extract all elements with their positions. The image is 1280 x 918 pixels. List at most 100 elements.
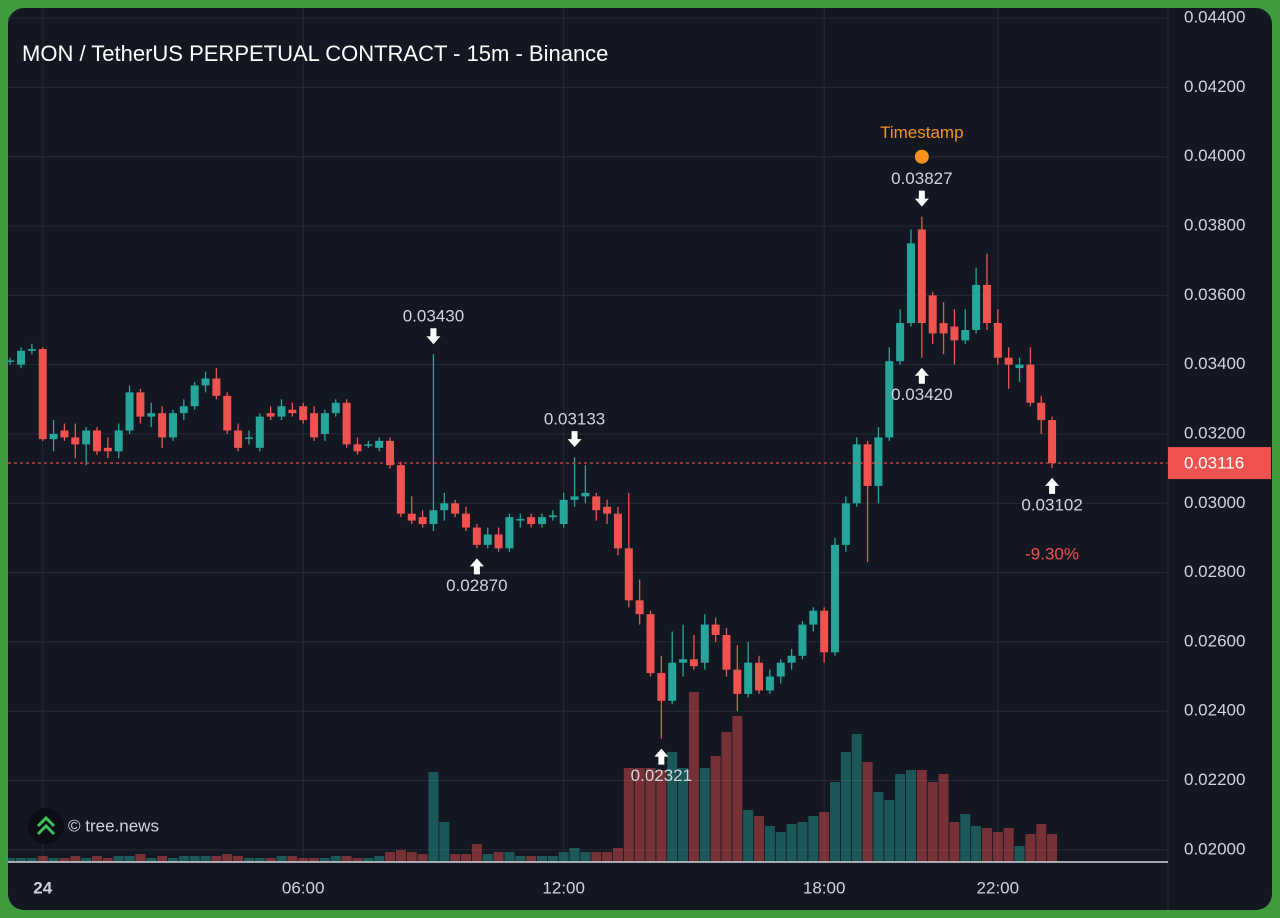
candle-body	[114, 430, 123, 452]
candle-body	[613, 513, 622, 549]
marker-label: Timestamp	[880, 123, 963, 142]
volume-bar	[884, 800, 895, 862]
candle-body	[310, 413, 319, 438]
volume-bar	[667, 752, 678, 862]
candle-body	[917, 229, 926, 324]
volume-bar	[493, 852, 504, 862]
volume-bar	[157, 856, 168, 862]
candle-body	[353, 444, 362, 452]
candle-body	[483, 534, 492, 545]
volume-bar	[309, 858, 320, 862]
candle-body	[679, 659, 688, 663]
volume-bar	[830, 782, 841, 862]
candle-body	[168, 413, 177, 438]
candle-body	[755, 662, 764, 691]
candle-body	[592, 496, 601, 511]
chart-title: MON / TetherUS PERPETUAL CONTRACT - 15m …	[22, 41, 608, 66]
annotation-label: 0.03102	[1021, 495, 1082, 514]
candle-body	[277, 406, 286, 417]
candle-body	[212, 378, 221, 396]
volume-bar	[319, 858, 330, 862]
candle-body	[798, 624, 807, 656]
candle-body	[852, 444, 861, 504]
candle-body	[125, 392, 134, 431]
y-tick-label: 0.02200	[1184, 770, 1245, 789]
y-tick-label: 0.02400	[1184, 701, 1245, 720]
candle-body	[896, 323, 905, 362]
candle-body	[657, 673, 666, 701]
candle-body	[689, 659, 698, 667]
candle-body	[288, 409, 297, 414]
last-price-label: 0.03116	[1184, 454, 1244, 473]
annotation-label: 0.03133	[544, 410, 605, 429]
candle-body	[841, 503, 850, 545]
volume-bar	[406, 852, 417, 862]
marker-dot	[914, 149, 929, 164]
volume-bar	[48, 858, 59, 862]
annotation: 0.03102	[1021, 477, 1083, 514]
candle-body	[1004, 357, 1013, 365]
volume-bar	[352, 858, 363, 862]
volume-bar	[81, 858, 92, 862]
volume-bar	[482, 854, 493, 862]
candle-body	[831, 544, 840, 653]
annotation: 0.03827	[891, 169, 953, 207]
volume-bar	[102, 858, 113, 862]
candle-body	[472, 527, 481, 545]
volume-bar	[276, 856, 287, 862]
volume-bar	[504, 852, 515, 862]
volume-bar	[395, 850, 406, 862]
volume-bar	[678, 768, 689, 862]
annotation-arrow	[426, 328, 441, 345]
candle-body	[711, 624, 720, 635]
volume-bar	[591, 852, 602, 862]
y-tick-label: 0.02000	[1184, 839, 1245, 858]
annotation: 0.03420	[891, 367, 953, 404]
volume-bar	[743, 810, 754, 862]
candle-body	[950, 326, 959, 341]
candle-body	[418, 517, 427, 525]
candle-body	[451, 503, 460, 514]
volume-bar	[515, 856, 526, 862]
candle-body	[787, 655, 796, 663]
candle-body	[570, 496, 579, 500]
y-tick-label: 0.04400	[1184, 8, 1245, 27]
annotation-arrow	[654, 748, 669, 765]
candle-body	[1037, 402, 1046, 421]
x-tick-label: 12:00	[542, 878, 585, 897]
volume-bar	[374, 856, 385, 862]
candle-body	[6, 360, 15, 362]
volume-bar	[5, 858, 16, 862]
annotation: 0.03133	[544, 410, 605, 448]
annotation-arrow	[914, 367, 929, 384]
y-tick-label: 0.03000	[1184, 493, 1245, 512]
volume-bar	[547, 856, 558, 862]
candle-body	[331, 402, 340, 414]
candle-body	[82, 430, 91, 445]
volume-bar	[862, 762, 873, 862]
volume-bar	[808, 816, 819, 862]
candle-body	[244, 437, 253, 439]
candle-body	[342, 402, 351, 445]
volume-bar	[26, 858, 37, 862]
logo	[28, 808, 64, 844]
candle-body	[722, 634, 731, 670]
volume-bar	[439, 822, 450, 862]
candle-body	[49, 433, 58, 440]
candle-body	[1048, 420, 1057, 464]
candle-body	[38, 349, 47, 440]
candle-body	[92, 430, 101, 452]
candle-body	[809, 610, 818, 625]
candle-body	[885, 361, 894, 438]
volume-bar	[927, 782, 938, 862]
volume-bar	[363, 858, 374, 862]
candle-body	[462, 513, 471, 528]
volume-bar	[167, 858, 178, 862]
volume-bar	[602, 852, 613, 862]
volume-bar	[135, 854, 146, 862]
volume-bar	[37, 856, 48, 862]
candle-body	[646, 614, 655, 674]
volume-bar	[840, 752, 851, 862]
candle-body	[1026, 364, 1035, 403]
